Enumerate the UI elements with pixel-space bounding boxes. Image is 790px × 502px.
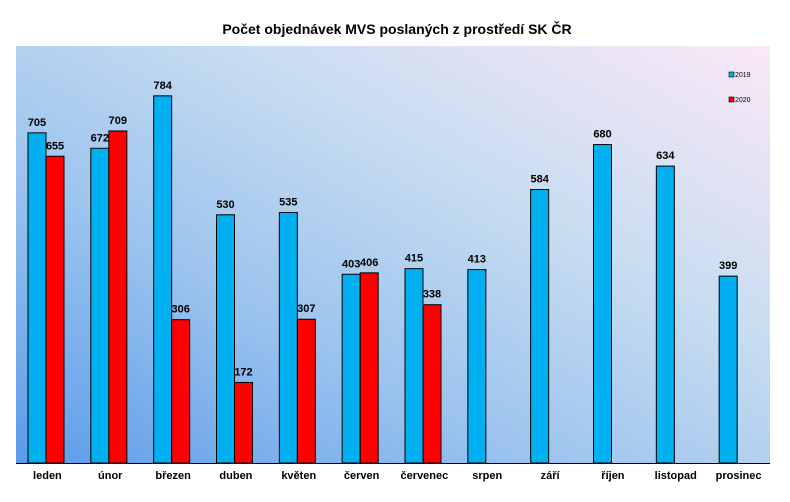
x-tick-label-červen: červen (344, 470, 380, 482)
bar-2019-únor (90, 147, 110, 464)
data-label-2020-březen: 306 (171, 304, 189, 316)
bar-2020-únor (108, 130, 128, 464)
bar-2019-květen (278, 211, 298, 464)
legend-label-2019: 2019 (735, 72, 751, 79)
legend: 2019 2020 (728, 71, 751, 104)
bar-2019-březen (153, 95, 173, 464)
data-label-2020-leden: 655 (46, 140, 64, 152)
bar-2020-duben (234, 381, 253, 464)
bar-2020-červenec (422, 304, 442, 464)
data-label-2019-březen: 784 (153, 80, 172, 92)
x-tick-label-listopad: listopad (655, 470, 697, 482)
x-tick-label-srpen: srpen (472, 470, 502, 482)
x-tick-label-říjen: říjen (601, 470, 625, 482)
x-tick-labels-layer: leden únor březen duben květen červen červenec… (33, 470, 761, 482)
x-tick-label-leden: leden (33, 470, 62, 482)
data-label-2019-únor: 672 (91, 132, 109, 144)
bar-2020-červen (359, 272, 379, 464)
bar-2019-červenec (404, 268, 424, 464)
x-tick-label-duben: duben (219, 470, 252, 482)
x-tick-label-září: září (541, 470, 561, 482)
legend-swatch-2020 (728, 96, 735, 103)
plot-area (16, 46, 770, 464)
x-tick-label-březen: březen (155, 470, 191, 482)
data-label-2020-červenec: 338 (423, 289, 441, 301)
bar-2019-červen (341, 273, 361, 464)
bar-2019-listopad (655, 165, 675, 464)
data-label-2019-duben: 530 (216, 199, 234, 211)
data-label-2019-leden: 705 (28, 117, 46, 129)
legend-label-2020: 2020 (735, 97, 751, 104)
bar-2019-prosinec (718, 275, 738, 464)
data-label-2020-červen: 406 (360, 257, 378, 269)
bar-2019-srpen (467, 269, 487, 464)
legend-swatch-2019 (728, 71, 735, 78)
data-label-2020-únor: 709 (109, 115, 127, 127)
bar-2020-květen (296, 318, 316, 464)
data-label-2019-květen: 535 (279, 196, 297, 208)
data-label-2020-duben: 172 (234, 366, 252, 378)
data-label-2019-prosinec: 399 (719, 260, 737, 272)
data-label-2019-červenec: 415 (405, 253, 423, 265)
x-tick-label-květen: květen (281, 470, 316, 482)
bar-2020-leden (45, 155, 65, 464)
data-label-2019-září: 584 (530, 174, 549, 186)
bars-layer (27, 95, 738, 464)
x-tick-label-červenec: červenec (401, 470, 449, 482)
data-label-2019-říjen: 680 (593, 129, 611, 141)
data-label-2019-listopad: 634 (656, 150, 675, 162)
bar-2019-září (530, 189, 550, 464)
x-tick-label-únor: únor (98, 470, 123, 482)
data-label-2020-květen: 307 (297, 303, 315, 315)
data-label-2019-srpen: 413 (468, 254, 486, 266)
x-tick-label-prosinec: prosinec (716, 470, 762, 482)
bar-2020-březen (171, 319, 191, 464)
bar-2019-říjen (593, 144, 612, 464)
bar-2019-leden (27, 132, 47, 464)
chart-title: Počet objednávek MVS poslaných z prostře… (222, 20, 571, 37)
bar-2019-duben (216, 214, 235, 464)
data-label-2019-červen: 403 (342, 258, 360, 270)
